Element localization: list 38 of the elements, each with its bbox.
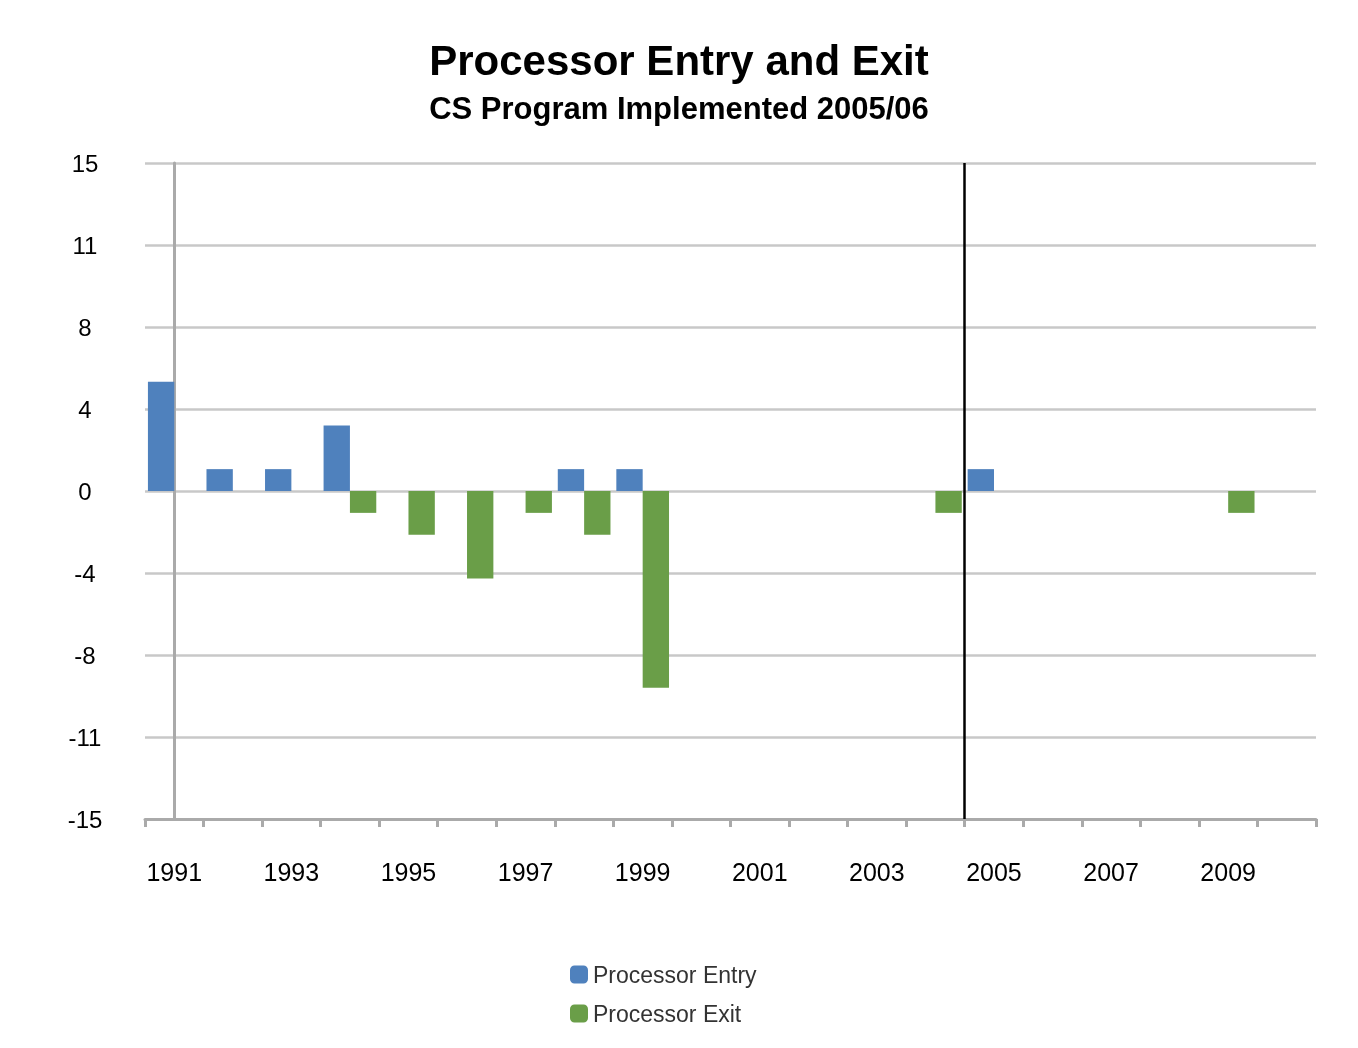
bar [349,491,377,513]
x-tick-label: 2007 [1083,857,1139,886]
y-tick-label: -15 [67,805,103,833]
x-tick-label: 1993 [263,857,320,886]
bar [616,469,643,491]
x-tick-label: 1995 [380,857,437,886]
y-tick-label: -4 [74,559,96,587]
x-tick-label: 2005 [966,857,1022,886]
x-tick-label: 1997 [497,857,554,886]
chart-subtitle: CS Program Implemented 2005/06 [429,91,929,126]
y-tick-label: -8 [74,641,96,669]
y-tick-label: 15 [71,149,99,177]
bar [967,469,994,491]
x-tick-label: 1991 [146,857,203,886]
bar [525,491,552,513]
legend-label: Processor Entry [593,961,758,988]
bar [1228,491,1255,513]
x-tick-label: 2003 [849,857,905,886]
y-tick-label: 0 [78,477,92,505]
y-tick-label: -11 [68,723,102,751]
legend-label: Processor Exit [593,1000,742,1027]
chart-title: Processor Entry and Exit [429,36,929,84]
x-tick-label: 1999 [614,857,671,886]
bar [147,381,175,491]
bar [935,491,962,513]
bar [467,491,494,579]
x-tick-label: 2009 [1200,857,1256,886]
x-tick-label: 2001 [731,857,788,886]
bar [265,469,292,491]
bar [323,425,350,491]
bar [206,469,233,491]
bar [642,491,670,688]
bar [584,491,611,535]
bar [408,491,435,535]
y-tick-label: 11 [72,231,98,259]
y-tick-label: 8 [78,313,92,341]
y-tick-label: 4 [78,395,92,423]
bar [557,469,585,491]
